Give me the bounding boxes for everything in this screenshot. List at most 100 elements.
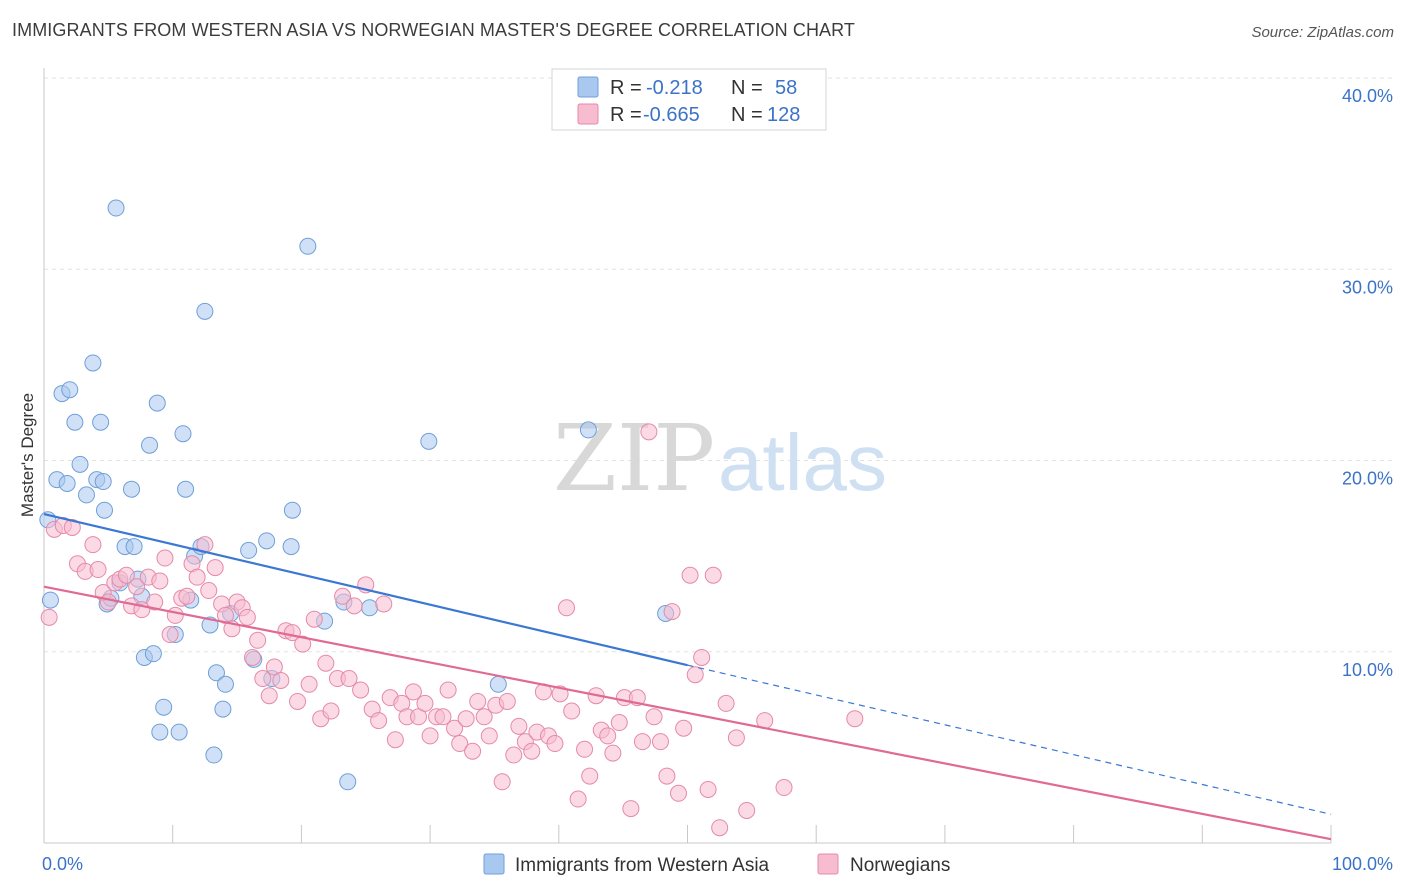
trend-norwegians [43,585,1332,841]
point-western-asia [125,538,143,556]
legend-swatch-norwegians [817,853,839,875]
point-norwegians [663,603,681,621]
point-norwegians [599,727,617,745]
point-norwegians [386,731,404,749]
gridlines [44,77,1392,653]
point-western-asia [240,541,258,559]
point-norwegians [305,610,323,628]
point-norwegians [563,702,581,720]
point-norwegians [604,744,622,762]
chart-title: IMMIGRANTS FROM WESTERN ASIA VS NORWEGIA… [12,20,856,40]
point-norwegians [334,587,352,605]
legend-swatch-western-asia [483,853,505,875]
point-norwegians [345,597,363,615]
point-norwegians [161,626,179,644]
y-axis-label: Master's Degree [18,393,37,517]
point-norwegians [475,708,493,726]
point-western-asia [94,473,112,491]
point-norwegians [651,733,669,751]
point-norwegians [317,654,335,672]
y-tick-label: 10.0% [1342,660,1393,680]
point-norwegians [581,767,599,785]
point-norwegians [370,712,388,730]
point-western-asia [489,675,507,693]
point-norwegians [243,648,261,666]
point-norwegians [146,593,164,611]
point-norwegians [645,708,663,726]
axes [43,68,1332,844]
point-norwegians [416,694,434,712]
point-norwegians [738,801,756,819]
point-western-asia [123,480,141,498]
x-tick-label: 0.0% [42,854,83,874]
point-norwegians [699,780,717,798]
point-norwegians [322,702,340,720]
point-norwegians [523,742,541,760]
point-norwegians [669,784,687,802]
point-norwegians [622,800,640,818]
data-points [39,199,864,837]
point-western-asia [214,700,232,718]
point-norwegians [846,710,864,728]
trend-western-asia-extrapolated [687,664,1332,815]
legend-r-value: -0.665 [643,104,700,126]
point-norwegians [633,733,651,751]
point-western-asia [148,394,166,412]
legend-r-label: R = [610,77,642,99]
point-western-asia [58,474,76,492]
legend-label-western-asia: Immigrants from Western Asia [515,855,770,876]
watermark-atlas: atlas [718,418,887,507]
point-norwegians [469,692,487,710]
point-western-asia [177,480,195,498]
point-norwegians [166,606,184,624]
point-norwegians [498,692,516,710]
point-western-asia [155,698,173,716]
point-norwegians [99,593,117,611]
point-norwegians [493,773,511,791]
legend-swatch-western-asia [577,76,599,98]
point-norwegians [704,566,722,584]
x-tick-label: 100.0% [1332,854,1393,874]
y-tick-label: 40.0% [1342,86,1393,106]
point-norwegians [640,423,658,441]
point-norwegians [294,635,312,653]
point-norwegians [569,790,587,808]
point-western-asia [66,413,84,431]
point-norwegians [151,572,169,590]
point-norwegians [505,746,523,764]
point-norwegians [546,735,564,753]
trend-western-asia [43,512,688,667]
legend-n-value: 128 [767,104,800,126]
point-norwegians [352,681,370,699]
point-norwegians [128,578,146,596]
point-norwegians [727,729,745,747]
point-norwegians [439,681,457,699]
point-norwegians [200,582,218,600]
legend-label-norwegians: Norwegians [850,855,950,876]
point-norwegians [610,714,628,732]
point-western-asia [282,538,300,556]
point-norwegians [658,767,676,785]
point-western-asia [216,675,234,693]
watermark-zip: ZIP [553,405,715,512]
y-tick-label: 30.0% [1342,277,1393,297]
point-norwegians [446,719,464,737]
legend-n-label: N = [731,104,763,126]
point-norwegians [717,694,735,712]
y-tick-label: 20.0% [1342,469,1393,489]
x-tick-labels: 0.0% 100.0% [42,854,1393,874]
point-western-asia [196,302,214,320]
legend-swatch-norwegians [577,103,599,125]
point-western-asia [151,723,169,741]
point-western-asia [71,455,89,473]
point-norwegians [434,708,452,726]
point-norwegians [693,648,711,666]
trend-lines [43,512,1332,841]
point-norwegians [254,670,272,688]
point-western-asia [283,501,301,519]
point-norwegians [404,683,422,701]
point-western-asia [579,421,597,439]
point-norwegians [686,666,704,684]
point-norwegians [480,727,498,745]
point-norwegians [576,740,594,758]
